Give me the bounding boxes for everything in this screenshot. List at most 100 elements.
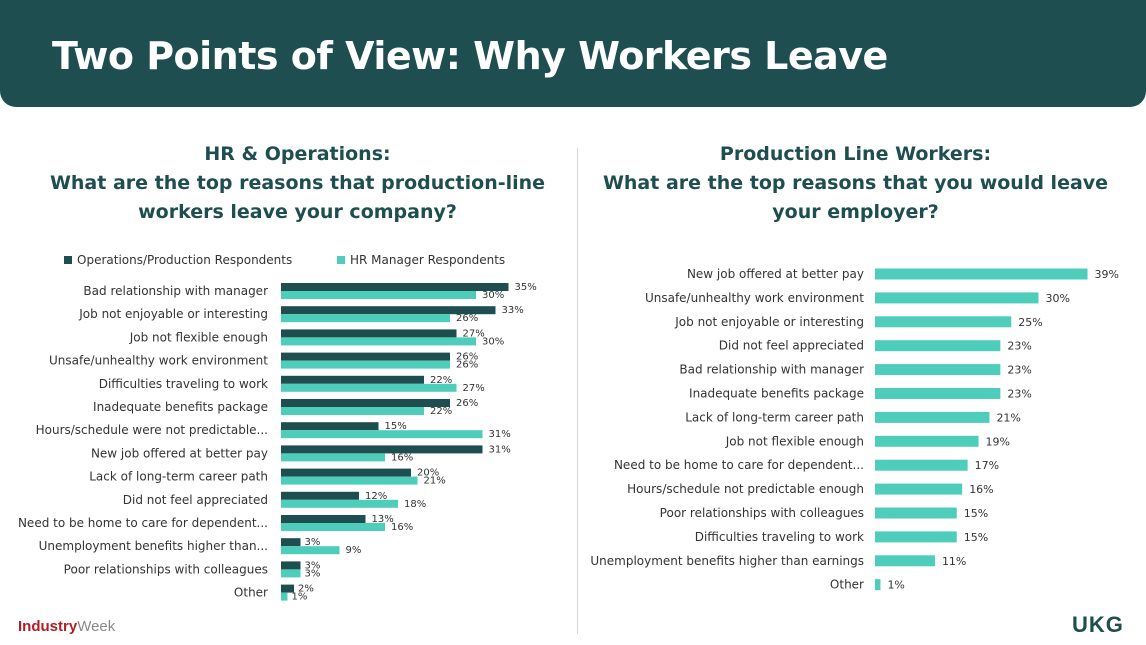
bar xyxy=(875,364,1001,376)
bar xyxy=(875,316,1012,328)
bar xyxy=(875,435,979,447)
value-label: 27% xyxy=(463,328,485,339)
bar xyxy=(281,337,476,346)
value-label: 12% xyxy=(365,491,387,502)
category-label: Job not flexible enough xyxy=(725,434,864,448)
bar xyxy=(281,499,398,508)
bar xyxy=(281,476,418,485)
value-label: 26% xyxy=(456,398,478,409)
category-label: Lack of long-term career path xyxy=(685,410,864,424)
category-label: Did not feel appreciated xyxy=(123,493,268,507)
value-label: 27% xyxy=(463,383,485,394)
value-label: 22% xyxy=(430,406,452,417)
category-label: Difficulties traveling to work xyxy=(99,377,268,391)
category-label: Unsafe/unhealthy work environment xyxy=(49,354,268,368)
bar xyxy=(281,360,450,369)
bar xyxy=(281,453,385,462)
value-label: 21% xyxy=(996,411,1020,424)
value-label: 1% xyxy=(887,579,904,592)
bar xyxy=(281,561,301,570)
category-label: Need to be home to care for dependent... xyxy=(18,516,268,530)
legend-label: HR Manager Respondents xyxy=(350,253,505,267)
value-label: 15% xyxy=(964,507,988,520)
category-label: Bad relationship with manager xyxy=(83,284,268,298)
category-label: Poor relationships with colleagues xyxy=(64,562,268,576)
right-bar-chart: New job offered at better pay 39% Unsafe/u… xyxy=(590,267,1119,592)
bar xyxy=(875,483,963,495)
bar xyxy=(875,531,957,543)
industryweek-logo-secondary: Week xyxy=(77,618,116,635)
value-label: 30% xyxy=(482,336,504,347)
bar xyxy=(281,283,509,291)
bar xyxy=(281,592,288,601)
value-label: 22% xyxy=(430,375,452,386)
category-label: Poor relationships with colleagues xyxy=(660,506,864,520)
page-title: Two Points of View: Why Workers Leave xyxy=(52,34,888,78)
ukg-logo: UKG xyxy=(1072,612,1124,637)
bar xyxy=(281,399,450,407)
bar xyxy=(281,422,379,431)
bar xyxy=(281,569,301,578)
bar xyxy=(281,291,476,299)
value-label: 26% xyxy=(456,313,478,324)
bar xyxy=(875,268,1088,280)
bar xyxy=(281,430,483,439)
left-bar-chart: Operations/Production Respondents HR Mana… xyxy=(18,253,537,603)
category-label: Did not feel appreciated xyxy=(719,339,864,353)
category-label: Other xyxy=(234,586,268,600)
left-title-line: What are the top reasons that production… xyxy=(49,172,546,194)
category-label: Inadequate benefits package xyxy=(689,387,864,401)
value-label: 25% xyxy=(1018,316,1042,329)
value-label: 9% xyxy=(346,545,362,556)
industryweek-logo-primary: Industry xyxy=(18,618,78,635)
category-label: Unemployment benefits higher than... xyxy=(39,539,268,553)
bar xyxy=(281,546,340,555)
value-label: 31% xyxy=(489,444,511,455)
value-label: 21% xyxy=(424,476,446,487)
category-label: Difficulties traveling to work xyxy=(695,530,864,544)
value-label: 3% xyxy=(305,537,321,548)
category-label: Need to be home to care for dependent... xyxy=(614,458,864,472)
category-label: New job offered at better pay xyxy=(687,267,864,281)
bar xyxy=(281,375,424,384)
header-banner: Two Points of View: Why Workers Leave xyxy=(0,0,1146,107)
right-title-line: Production Line Workers: xyxy=(719,143,992,165)
value-label: 11% xyxy=(942,555,966,568)
value-label: 35% xyxy=(515,282,537,293)
value-label: 3% xyxy=(305,560,321,571)
value-label: 16% xyxy=(969,483,993,496)
value-label: 16% xyxy=(391,452,413,463)
bar xyxy=(281,468,411,477)
value-label: 39% xyxy=(1095,268,1119,281)
value-label: 31% xyxy=(489,429,511,440)
value-label: 23% xyxy=(1007,388,1031,401)
value-label: 33% xyxy=(502,305,524,316)
bar xyxy=(281,306,496,315)
left-title-line: HR & Operations: xyxy=(204,143,391,165)
bar xyxy=(281,523,385,531)
category-label: Bad relationship with manager xyxy=(679,363,864,377)
bar xyxy=(281,383,457,392)
category-label: Inadequate benefits package xyxy=(93,400,268,414)
bar xyxy=(281,538,301,547)
value-label: 2% xyxy=(298,584,314,595)
value-label: 3% xyxy=(305,568,321,579)
bar xyxy=(281,352,450,361)
value-label: 23% xyxy=(1007,340,1031,353)
category-label: Unemployment benefits higher than earnin… xyxy=(590,554,864,568)
value-label: 15% xyxy=(964,531,988,544)
value-label: 13% xyxy=(372,514,394,525)
category-label: New job offered at better pay xyxy=(91,446,268,460)
right-title-line: What are the top reasons that you would … xyxy=(602,172,1109,194)
legend-label: Operations/Production Respondents xyxy=(77,253,292,267)
bar xyxy=(875,340,1001,352)
value-label: 30% xyxy=(1046,292,1070,305)
value-label: 23% xyxy=(1007,364,1031,377)
category-label: Lack of long-term career path xyxy=(89,470,268,484)
industryweek-logo: IndustryWeek xyxy=(18,618,115,635)
value-label: 30% xyxy=(482,290,504,301)
bar xyxy=(875,507,957,519)
value-label: 19% xyxy=(986,435,1010,448)
bar xyxy=(875,459,968,471)
category-label: Hours/schedule not predictable enough xyxy=(627,482,864,496)
